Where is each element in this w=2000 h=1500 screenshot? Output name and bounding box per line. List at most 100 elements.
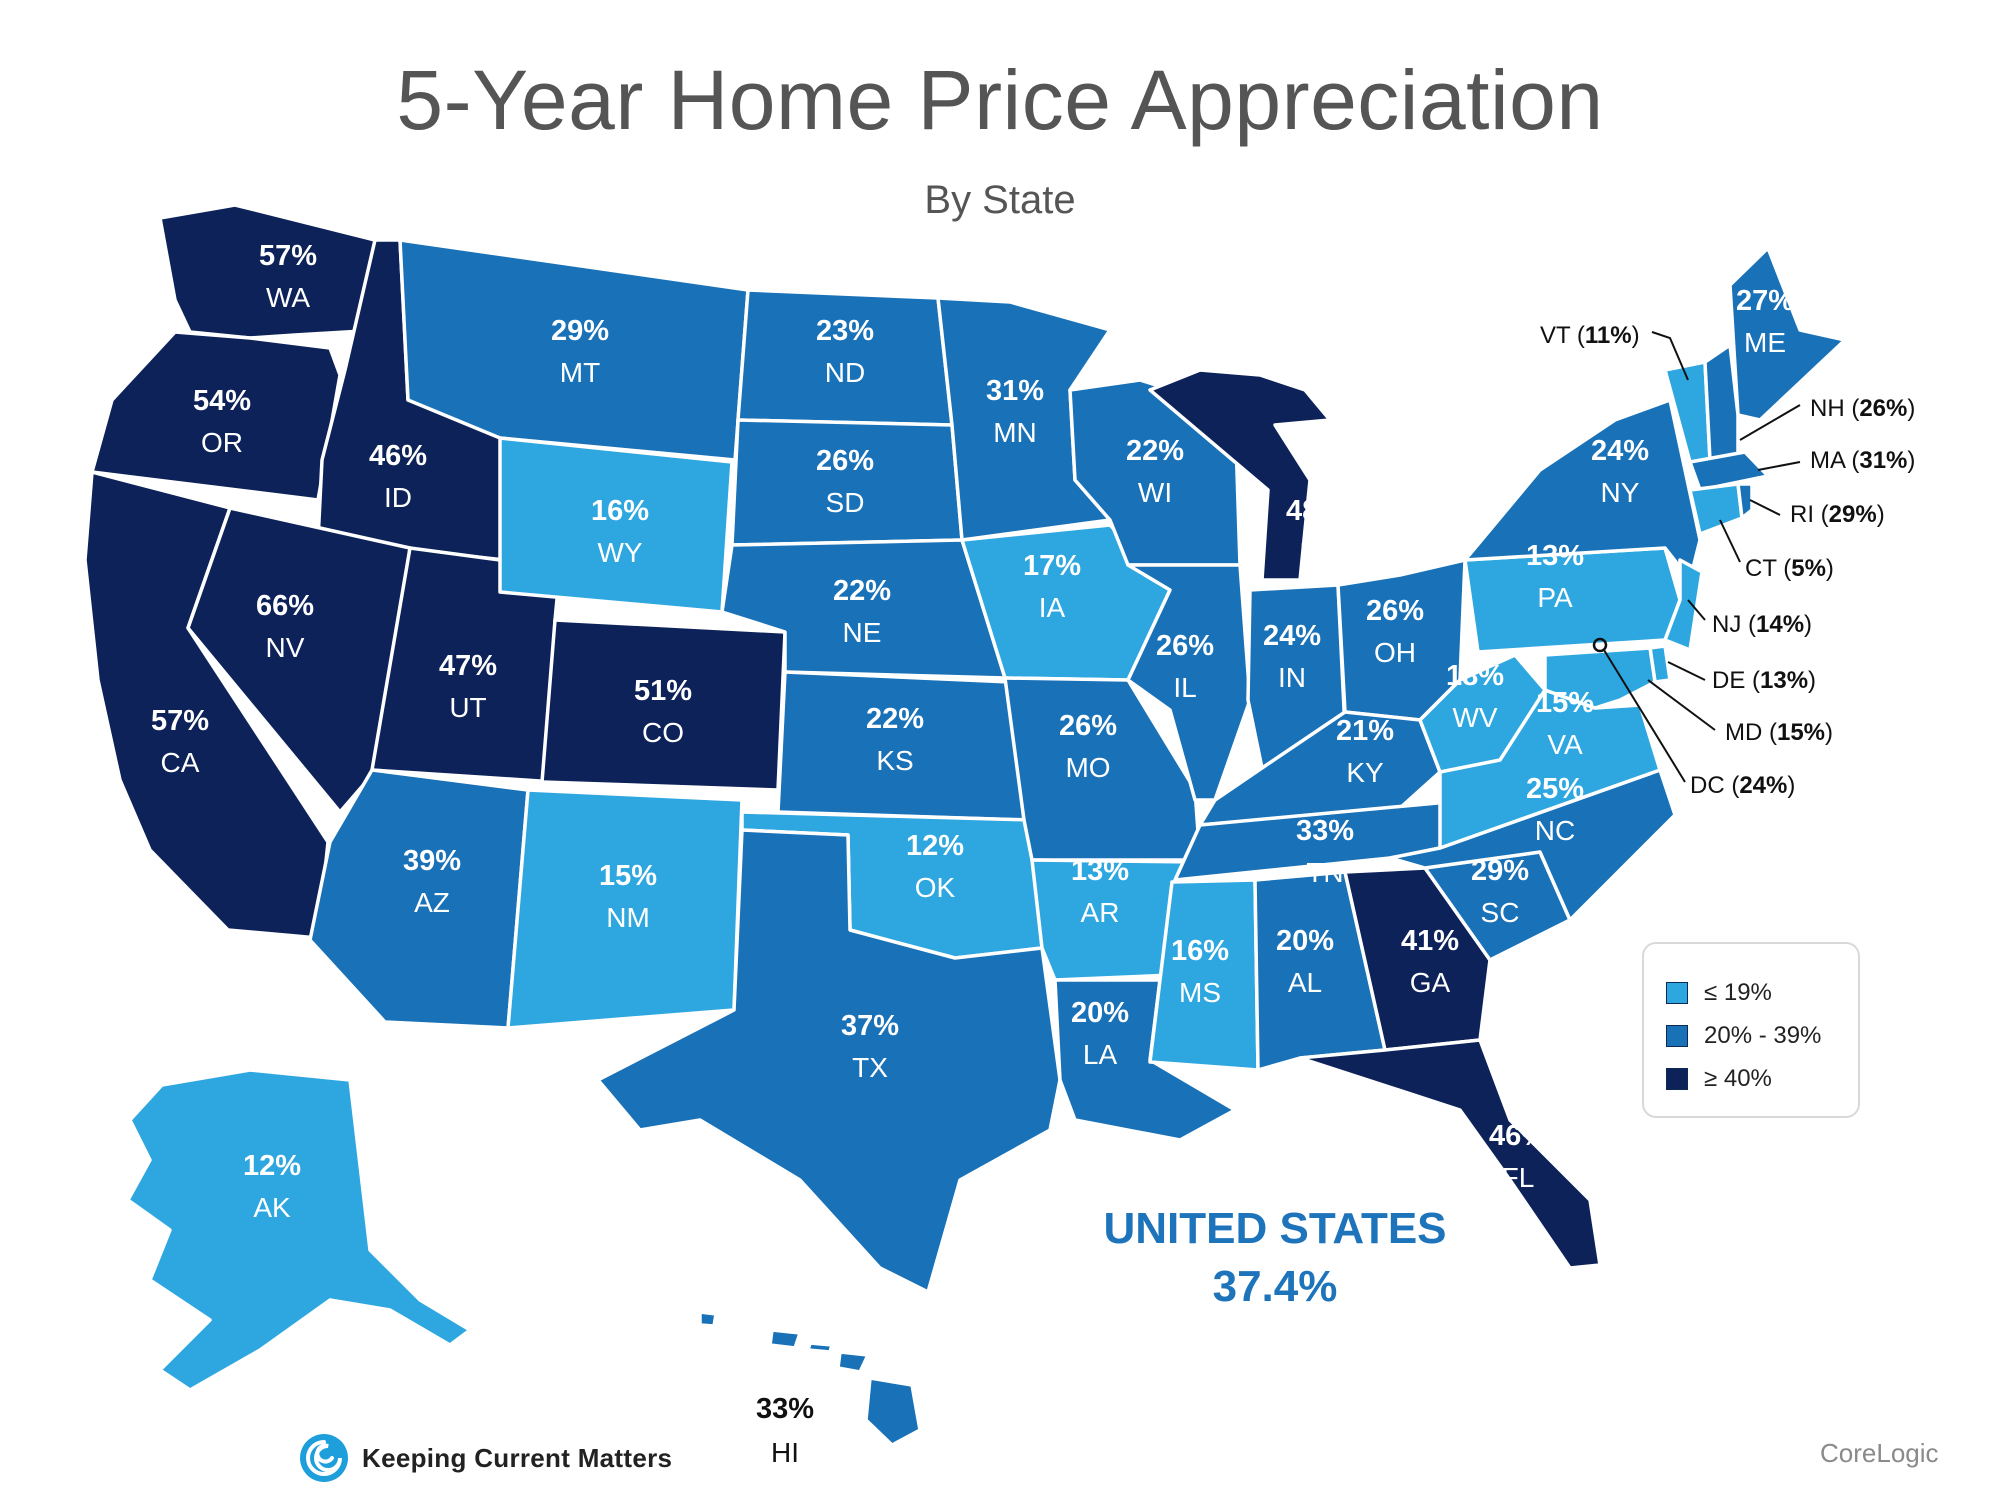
state-abbr-hi: HI (771, 1437, 799, 1468)
state-abbr-ga: GA (1410, 967, 1451, 998)
callout-de: DE (13%) (1712, 667, 1816, 694)
state-pct-co: 51% (634, 675, 692, 707)
state-abbr-mi: MI (1299, 537, 1330, 568)
state-pct-pa: 13% (1526, 540, 1584, 572)
legend: ≤ 19% 20% - 39% ≥ 40% (1642, 942, 1860, 1118)
callout-pct-ct: 5% (1791, 555, 1826, 582)
state-abbr-la: LA (1083, 1039, 1118, 1070)
state-pct-sd: 26% (816, 445, 874, 477)
state-abbr-mt: MT (560, 357, 600, 388)
callout-pct-dc: 24% (1739, 772, 1787, 799)
state-abbr-or: OR (201, 427, 243, 458)
state-shape-il (1126, 563, 1252, 802)
state-abbr-mn: MN (993, 417, 1037, 448)
state-shape-ri (1736, 482, 1754, 520)
state-pct-sc: 29% (1471, 855, 1529, 887)
callout-nh: NH (26%) (1810, 395, 1915, 422)
state-abbr-nd: ND (825, 357, 865, 388)
state-labels: 57% WA 54% OR 57% CA 46% ID 66% NV 47% UT 39% AZ 29% MT… (151, 240, 1794, 1468)
callout-ct: CT (5%) (1745, 555, 1834, 582)
state-abbr-ak: AK (253, 1192, 291, 1223)
state-shape-nh (1703, 343, 1740, 462)
callout-leader-ct (1719, 519, 1741, 563)
state-pct-al: 20% (1276, 925, 1334, 957)
state-pct-va: 15% (1536, 687, 1594, 719)
hawaii-island-kauai (698, 1310, 718, 1328)
callout-leader-ma (1757, 461, 1801, 471)
callout-md: MD (15%) (1725, 719, 1833, 746)
state-shape-ga (1343, 866, 1492, 1052)
callout-leader-dc (1603, 649, 1686, 783)
legend-label-mid: 20% - 39% (1704, 1022, 1822, 1049)
state-pct-ga: 41% (1401, 925, 1459, 957)
hawaii-island-molokai (806, 1341, 834, 1354)
kcm-spiral-icon (300, 1434, 348, 1482)
state-abbr-ar: AR (1081, 897, 1120, 928)
callout-abbr-nj: NJ ( (1712, 611, 1756, 638)
state-pct-mt: 29% (551, 315, 609, 347)
state-pct-or: 54% (193, 385, 251, 417)
state-shape-ct (1688, 482, 1744, 536)
state-pct-nc: 25% (1526, 773, 1584, 805)
callout-abbr-dc: DC ( (1690, 772, 1739, 799)
national-value: 37.4% (1212, 1262, 1338, 1311)
state-pct-az: 39% (403, 845, 461, 877)
state-pct-fl: 46% (1489, 1120, 1547, 1152)
state-pct-in: 24% (1263, 620, 1321, 652)
state-pct-oh: 26% (1366, 595, 1424, 627)
legend-label-low: ≤ 19% (1704, 979, 1772, 1006)
brand-logo: Keeping Current Matters (298, 1430, 672, 1486)
callout-abbr-ct: CT ( (1745, 555, 1791, 582)
callout-leader-vt (1651, 331, 1689, 381)
state-pct-mn: 31% (986, 375, 1044, 407)
state-pct-ky: 21% (1336, 715, 1394, 747)
callout-leader-nh (1739, 404, 1801, 441)
state-abbr-il: IL (1173, 672, 1196, 703)
state-abbr-id: ID (384, 482, 412, 513)
state-abbr-pa: PA (1537, 582, 1573, 613)
callout-pct-ri: 29% (1829, 501, 1877, 528)
state-shape-md (1543, 646, 1657, 710)
callout-ri: RI (29%) (1790, 501, 1885, 528)
callout-abbr-md: MD ( (1725, 719, 1777, 746)
state-shape-tx (596, 828, 1062, 1294)
state-pct-id: 46% (369, 440, 427, 472)
state-pct-wi: 22% (1126, 435, 1184, 467)
state-abbr-nm: NM (606, 902, 650, 933)
callout-pct-nh: 26% (1859, 395, 1907, 422)
state-pct-ms: 16% (1171, 935, 1229, 967)
state-pct-nv: 66% (256, 590, 314, 622)
state-abbr-ia: IA (1039, 592, 1066, 623)
callout-abbr-ma: MA ( (1810, 447, 1859, 474)
page-subtitle: By State (924, 178, 1076, 222)
callout-abbr-de: DE ( (1712, 667, 1760, 694)
hawaii-islands (698, 1310, 922, 1447)
callout-leader-md (1647, 679, 1716, 731)
state-pct-ut: 47% (439, 650, 497, 682)
callout-abbr-nh: NH ( (1810, 395, 1859, 422)
state-abbr-fl: FL (1502, 1162, 1535, 1193)
state-shape-sd (730, 418, 964, 547)
state-pct-ca: 57% (151, 705, 209, 737)
state-abbr-in: IN (1278, 662, 1306, 693)
state-pct-tx: 37% (841, 1010, 899, 1042)
state-pct-ia: 17% (1023, 550, 1081, 582)
hawaii-island-maui (836, 1350, 870, 1374)
state-abbr-nc: NC (1535, 815, 1575, 846)
callout-leader-ri (1749, 499, 1781, 516)
state-shape-hi (864, 1376, 922, 1447)
callout-nj: NJ (14%) (1712, 611, 1812, 638)
national-label: UNITED STATES (1103, 1204, 1447, 1253)
callout-pct-ma: 31% (1859, 447, 1907, 474)
state-shape-fl (1298, 1038, 1602, 1270)
state-abbr-wa: WA (266, 282, 310, 313)
state-shape-ny (1463, 398, 1702, 582)
state-abbr-wi: WI (1138, 477, 1172, 508)
state-abbr-ca: CA (161, 747, 200, 778)
state-pct-nm: 15% (599, 860, 657, 892)
state-pct-ok: 12% (906, 830, 964, 862)
state-abbr-oh: OH (1374, 637, 1416, 668)
state-abbr-sd: SD (826, 487, 865, 518)
state-pct-me: 27% (1736, 285, 1794, 317)
